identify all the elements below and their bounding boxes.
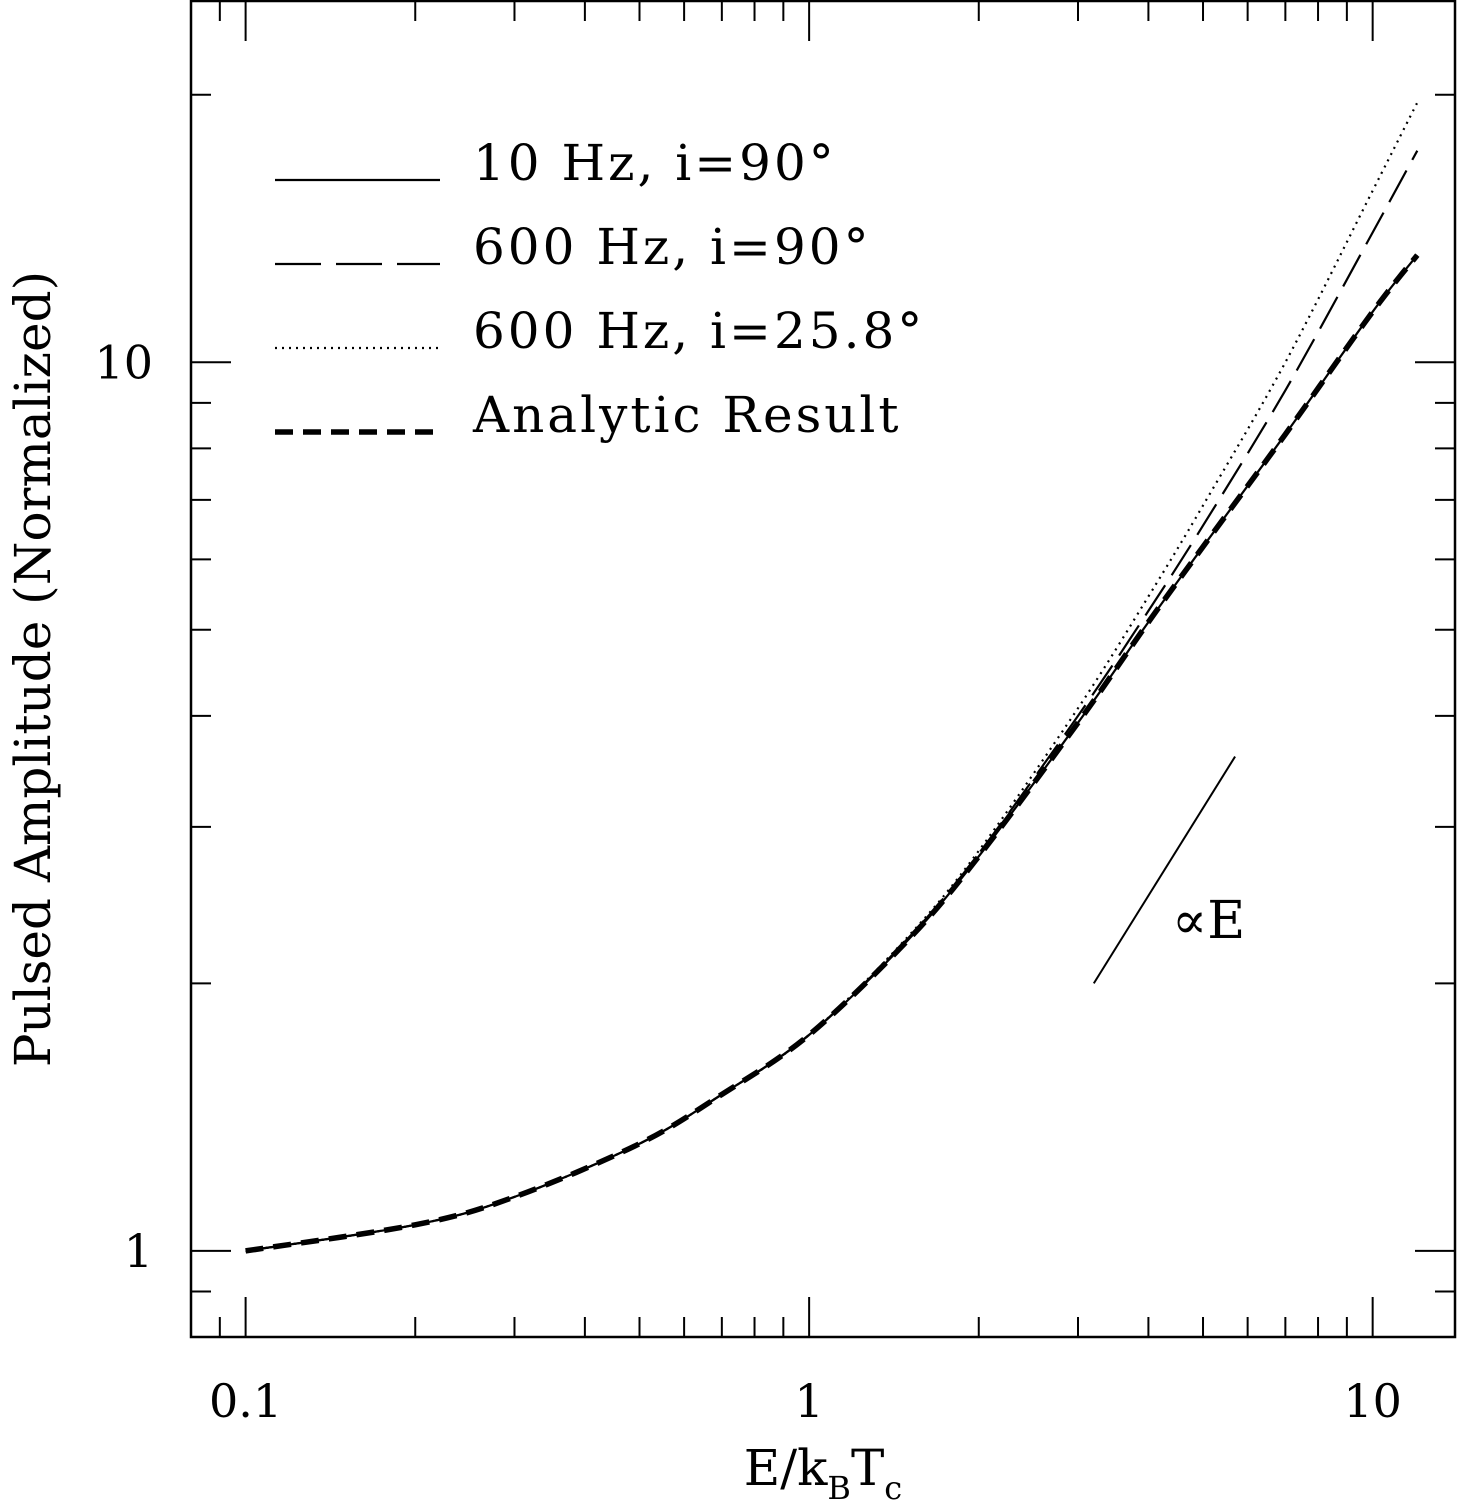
y-axis-title: Pulsed Amplitude (Normalized)	[4, 271, 62, 1067]
legend-label: 600 Hz, i=25.8°	[473, 302, 925, 360]
y-tick-label: 1	[124, 1224, 153, 1278]
x-axis-title: E/kBTc	[744, 1439, 902, 1505]
x-tick-label: 1	[794, 1374, 823, 1428]
tick-labels: 0.1 1 10 1 10	[94, 335, 1401, 1428]
legend-label: 600 Hz, i=90°	[473, 218, 872, 276]
series-lines	[245, 102, 1420, 1254]
legend-label: Analytic Result	[472, 386, 902, 444]
x-tick-label: 0.1	[209, 1374, 282, 1428]
axis-ticks	[190, 1, 1455, 1338]
y-tick-label: 10	[94, 335, 153, 389]
legend-label: 10 Hz, i=90°	[473, 134, 837, 192]
legend: 10 Hz, i=90° 600 Hz, i=90° 600 Hz, i=25.8°…	[275, 134, 925, 444]
proportional-label: ∝E	[1172, 891, 1245, 951]
x-tick-label: 10	[1343, 1374, 1402, 1428]
series-line-heavy-dash	[245, 253, 1420, 1254]
proportional-reference-line	[1092, 756, 1236, 984]
plot-frame	[189, 0, 1457, 1339]
proportional-annotation: ∝E	[1092, 756, 1245, 984]
